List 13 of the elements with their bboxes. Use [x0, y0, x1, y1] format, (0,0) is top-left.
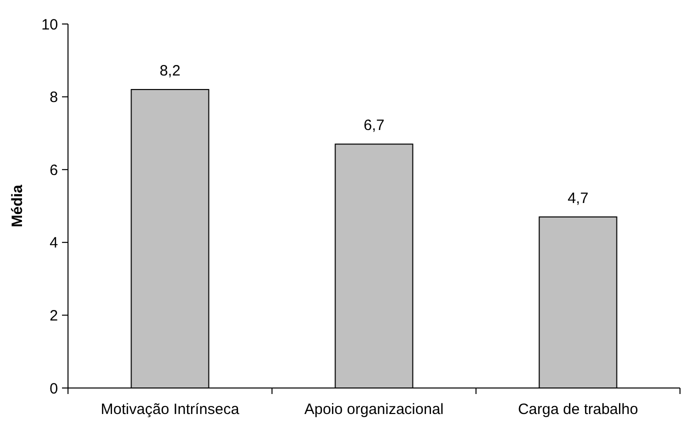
y-axis-title: Média	[9, 184, 26, 228]
data-label: 8,2	[160, 62, 180, 80]
y-tick-label: 6	[50, 162, 58, 179]
y-tick-label: 8	[50, 89, 58, 106]
y-tick-label: 2	[50, 307, 58, 324]
y-tick-label: 10	[41, 16, 58, 34]
x-tick-label: Carga de trabalho	[518, 401, 638, 418]
y-tick-label: 0	[50, 380, 58, 398]
data-label: 4,7	[568, 190, 588, 207]
x-tick-label: Apoio organizacional	[304, 401, 444, 418]
x-tick-label: Motivação Intrínseca	[100, 401, 240, 418]
data-label: 6,7	[364, 117, 384, 134]
y-tick-label: 4	[50, 234, 58, 252]
